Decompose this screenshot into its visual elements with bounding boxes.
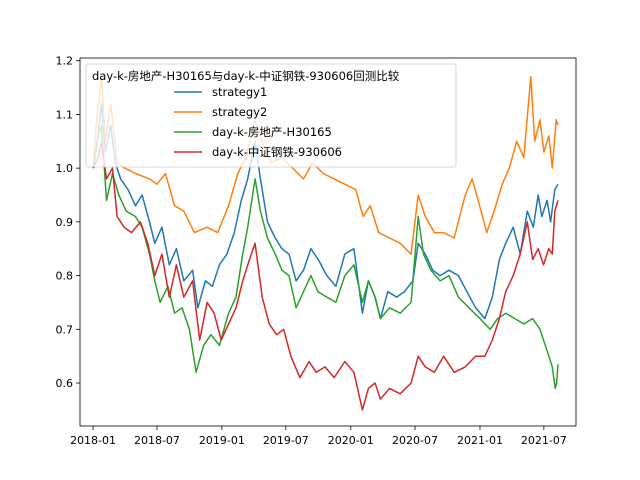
x-axis: 2018-01 2018-07 2019-01 2019-07 2020-01 2020-… [70,426,567,447]
y-tick-label: 1.0 [56,162,74,175]
y-tick-label: 0.8 [56,270,74,283]
y-tick-label: 1.2 [56,55,74,68]
y-tick-label: 0.7 [56,323,74,336]
y-tick-label: 1.1 [56,108,74,121]
legend-box [85,63,457,168]
x-tick-label: 2019-01 [199,434,245,447]
legend-label: day-k-房地产-H30165 [212,125,332,139]
y-axis: 0.6 0.7 0.8 0.9 1.0 1.1 1.2 [56,55,80,390]
legend-label: day-k-中证钢铁-930606 [212,145,342,159]
x-tick-label: 2020-07 [392,434,438,447]
series-line-4 [92,140,559,411]
x-tick-label: 2018-07 [134,434,180,447]
x-tick-label: 2021-01 [457,434,503,447]
legend-entries: strategy1 strategy2 day-k-房地产-H30165 day-k-… [174,85,342,159]
y-tick-label: 0.9 [56,216,74,229]
x-tick-label: 2019-07 [263,434,309,447]
x-tick-label: 2021-07 [521,434,567,447]
y-tick-label: 0.6 [56,377,74,390]
legend-label: strategy1 [212,85,267,99]
x-tick-label: 2018-01 [70,434,116,447]
series-layer [92,76,559,411]
legend: day-k-房地产-H30165与day-k-中证钢铁-930606回测比较 s… [85,63,457,168]
series-line-1 [92,102,559,320]
x-tick-label: 2020-01 [328,434,374,447]
plot-frame [79,57,577,427]
legend-label: strategy2 [212,105,267,119]
series-line-2 [92,76,559,255]
legend-title: day-k-房地产-H30165与day-k-中证钢铁-930606回测比较 [92,69,400,83]
series-line-3 [92,124,559,390]
